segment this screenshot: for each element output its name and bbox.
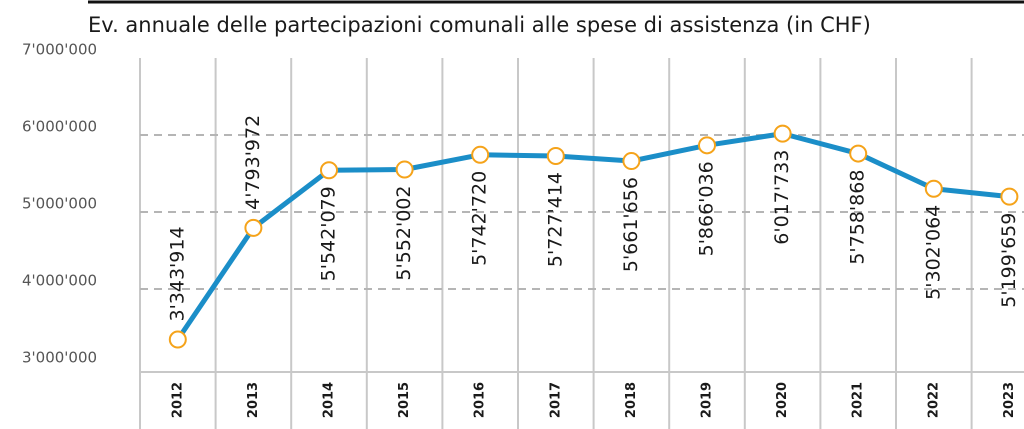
- marker: [244, 218, 263, 237]
- value-label: 5'758'868: [847, 170, 869, 265]
- marker: [471, 145, 490, 164]
- value-label: 3'343'914: [166, 226, 188, 321]
- x-tick-label: 2017: [548, 382, 563, 418]
- marker: [395, 160, 414, 179]
- x-tick-label: 2014: [322, 382, 337, 418]
- marker: [773, 124, 792, 143]
- marker: [849, 144, 868, 163]
- marker: [924, 179, 943, 198]
- marker: [698, 136, 716, 155]
- value-label: 5'302'064: [922, 205, 944, 300]
- x-tick-label: 2015: [397, 382, 412, 418]
- value-label: 4'793'972: [242, 115, 264, 210]
- marker: [1000, 187, 1019, 206]
- x-tick-label: 2020: [775, 382, 790, 418]
- value-label: 6'017'733: [771, 150, 793, 245]
- chart-title: Ev. annuale delle partecipazioni comunal…: [88, 13, 871, 37]
- marker: [168, 330, 187, 349]
- x-tick-label: 2016: [473, 382, 488, 418]
- x-tick-label: 2022: [926, 382, 941, 418]
- value-label: 5'661'656: [620, 177, 642, 272]
- y-tick-label: 3'000'000: [22, 349, 97, 367]
- y-tick-label: 6'000'000: [22, 118, 97, 136]
- value-label: 5'866'036: [696, 161, 718, 256]
- series-line: [175, 131, 1010, 341]
- x-tick-label: 2019: [700, 382, 715, 418]
- x-tick-label: 2012: [170, 382, 185, 418]
- y-tick-label: 5'000'000: [22, 195, 97, 213]
- value-label: 5'542'079: [318, 186, 340, 281]
- value-label: 5'742'720: [469, 171, 491, 266]
- x-tick-label: 2023: [1002, 382, 1017, 418]
- x-tick-label: 2018: [624, 382, 639, 418]
- x-tick-label: 2013: [246, 382, 261, 418]
- marker: [546, 146, 565, 165]
- marker: [320, 161, 338, 180]
- marker: [622, 152, 641, 171]
- value-label: 5'199'659: [998, 213, 1020, 308]
- value-label: 5'727'414: [544, 172, 566, 267]
- y-tick-label: 4'000'000: [22, 272, 97, 290]
- value-label: 5'552'002: [393, 185, 415, 280]
- y-tick-label: 7'000'000: [22, 41, 97, 59]
- x-tick-label: 2021: [851, 382, 866, 418]
